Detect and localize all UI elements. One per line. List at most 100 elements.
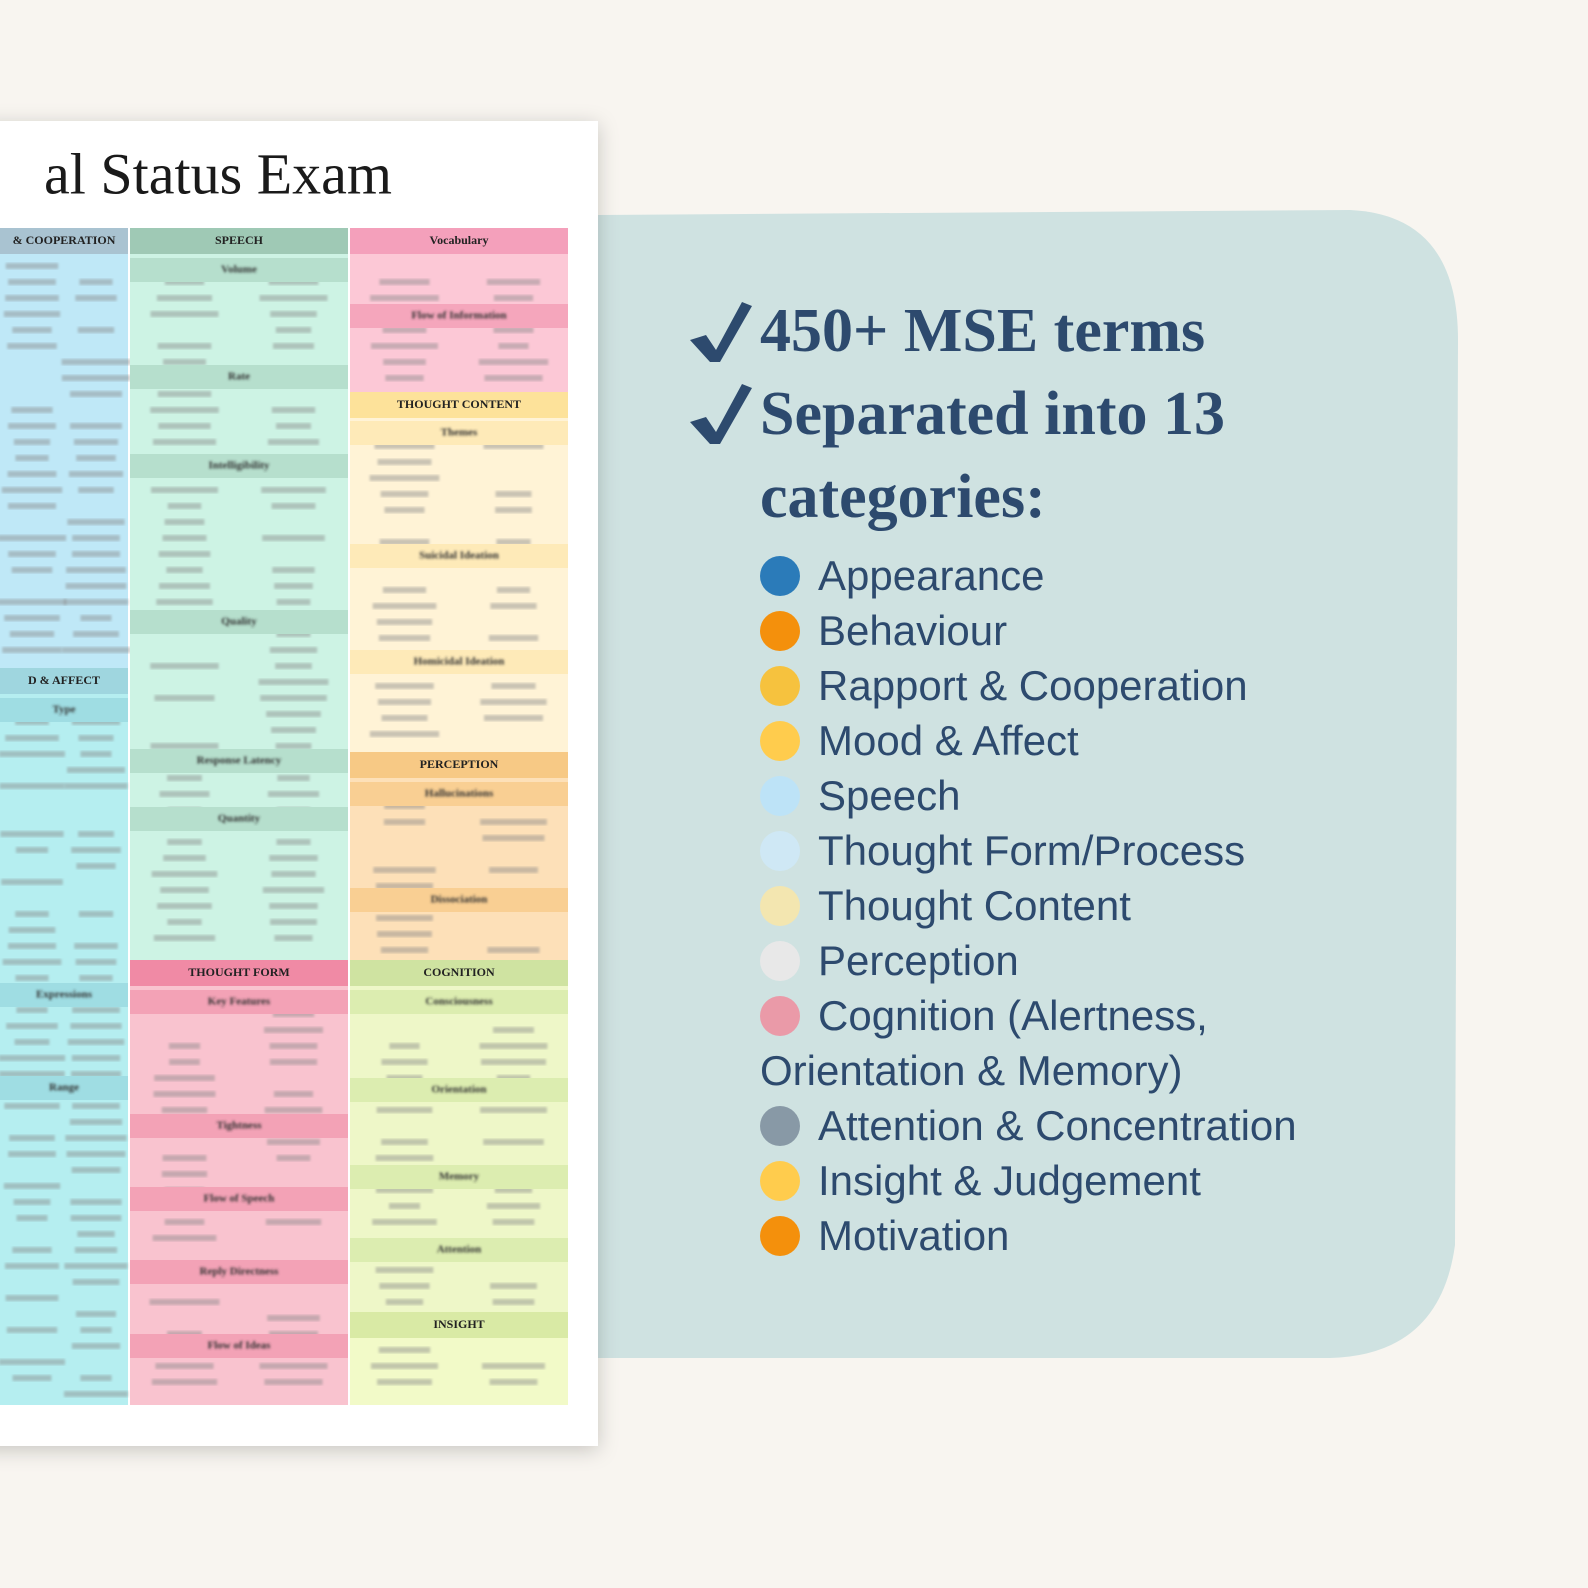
blurred-term (6, 1023, 58, 1029)
blurred-term (72, 1007, 120, 1013)
subheader-band (350, 782, 568, 806)
blurred-term (378, 635, 431, 641)
category-item: Insight & Judgement (760, 1153, 1400, 1208)
backdrop-blob (598, 210, 1458, 1358)
blurred-term (79, 975, 113, 981)
blurred-term (379, 1283, 430, 1289)
blurred-term (7, 943, 57, 949)
blurred-term (377, 1379, 432, 1385)
subheader-text: Suicidal Ideation (419, 550, 499, 562)
blurred-term (375, 683, 434, 689)
blurred-term (494, 1187, 533, 1193)
blurred-term (380, 947, 429, 953)
blurred-term (4, 1103, 60, 1109)
blurred-term (381, 1139, 428, 1145)
blurred-term (389, 1203, 420, 1209)
blurred-term (161, 1107, 208, 1113)
blurred-term (269, 647, 318, 653)
blurred-term (483, 715, 544, 721)
section-header (350, 392, 568, 418)
blurred-term (169, 1059, 200, 1065)
subheader-band (350, 650, 568, 674)
blurred-term (380, 491, 429, 497)
blurred-term (65, 1135, 127, 1141)
subheader-band (130, 1114, 348, 1138)
blurred-term (493, 295, 534, 301)
blurred-term (150, 407, 219, 413)
blurred-term (15, 975, 49, 981)
blurred-term (495, 507, 532, 513)
check-mark (690, 302, 752, 362)
blurred-term (9, 1135, 55, 1141)
feature-point: 450+ MSE terms (760, 297, 1206, 365)
blurred-term (276, 1155, 311, 1161)
blurred-term (275, 743, 312, 749)
blurred-term (7, 471, 57, 477)
blurred-term (9, 631, 55, 637)
blurred-term (491, 683, 536, 689)
blurred-term (168, 1043, 201, 1049)
section-header (130, 228, 348, 254)
section-header (0, 228, 128, 254)
blurred-term (274, 583, 313, 589)
category-item: Appearance (760, 548, 1400, 603)
blurred-term (377, 699, 432, 705)
blurred-term (80, 615, 112, 621)
blurred-term (160, 887, 209, 893)
blurred-term (15, 911, 49, 917)
blurred-term (269, 903, 318, 909)
section-header (350, 960, 568, 986)
category-list: Appearance Behaviour Rapport & Cooperation… (760, 548, 1400, 1263)
blurred-term (0, 751, 65, 757)
category-item: Thought Content (760, 878, 1400, 933)
category-item: Perception (760, 933, 1400, 988)
category-icon (760, 1216, 800, 1256)
subheader-text: Memory (439, 1171, 480, 1183)
section-header-text: Vocabulary (430, 233, 489, 247)
section-header (0, 668, 128, 694)
blurred-term (259, 1363, 328, 1369)
blurred-term (262, 887, 325, 893)
section-body (0, 228, 128, 668)
category-icon (760, 1106, 800, 1146)
category-icon (760, 776, 800, 816)
blurred-term (258, 679, 329, 685)
blurred-term (378, 1347, 431, 1353)
blurred-term (162, 1155, 207, 1161)
subheader-band (130, 807, 348, 831)
blurred-term (7, 503, 57, 509)
category-icon (760, 611, 800, 651)
blurred-term (61, 359, 131, 365)
blurred-term (379, 279, 430, 285)
blurred-term (70, 423, 122, 429)
blurred-term (71, 1167, 121, 1173)
category-icon (760, 831, 800, 871)
blurred-term (480, 819, 547, 825)
blurred-term (375, 1155, 434, 1161)
blurred-term (16, 1007, 48, 1013)
blurred-term (493, 1027, 534, 1033)
subheader-band (130, 990, 348, 1014)
blurred-term (271, 503, 316, 509)
blurred-term (78, 831, 114, 837)
blurred-term (371, 343, 438, 349)
blurred-term (16, 1215, 48, 1221)
blurred-term (271, 871, 316, 877)
blurred-term (71, 1343, 121, 1349)
blurred-term (377, 931, 432, 937)
blurred-term (385, 1299, 424, 1305)
blurred-term (374, 443, 435, 449)
subheader-band (130, 454, 348, 478)
subheader-text: Range (49, 1082, 79, 1094)
blurred-term (157, 391, 212, 397)
blurred-term (64, 783, 128, 789)
category-label: Speech (818, 772, 961, 819)
category-label: Cognition (Alertness, Orientation & Memo… (760, 992, 1208, 1094)
blurred-term (157, 903, 212, 909)
blurred-term (277, 775, 310, 781)
section-header-text: & COOPERATION (13, 233, 116, 247)
category-item: Speech (760, 768, 1400, 823)
blurred-term (267, 1315, 320, 1321)
category-item: Mood & Affect (760, 713, 1400, 768)
blurred-term (163, 855, 206, 861)
